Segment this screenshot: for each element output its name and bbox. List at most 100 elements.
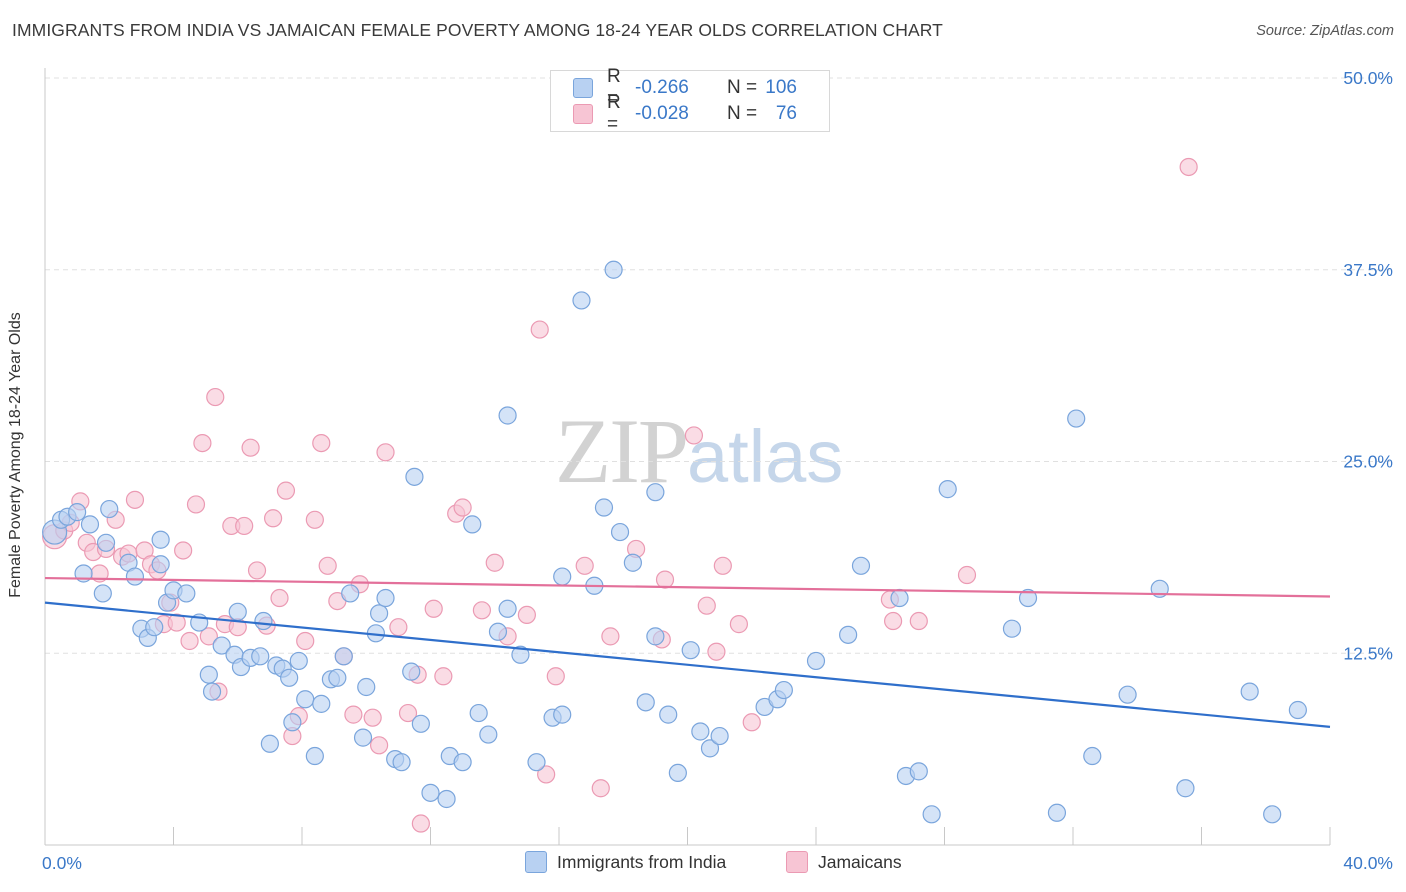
india-point: [1263, 805, 1282, 824]
legend-r-label: R =: [607, 92, 621, 135]
jamaica-point: [174, 541, 193, 560]
india-point: [646, 483, 665, 502]
jamaica-point: [742, 713, 761, 732]
india-point: [469, 703, 488, 723]
india-point: [312, 694, 331, 713]
india-point: [1118, 685, 1137, 704]
legend-row-india: R = -0.266 N = 106: [573, 66, 797, 109]
india-point: [212, 636, 231, 655]
legend-n-value: 106: [765, 77, 797, 98]
india-point: [280, 668, 299, 687]
x-tick-label: 0.0%: [42, 853, 82, 873]
series-swatch-india: [525, 851, 547, 873]
jamaica-point: [713, 556, 732, 575]
jamaica-point: [296, 631, 315, 651]
india-point: [594, 498, 614, 517]
india-point: [938, 480, 957, 499]
series-legend-india: Immigrants from India: [525, 851, 726, 873]
india-point: [376, 588, 395, 608]
india-point: [202, 682, 222, 701]
legend-r-value: -0.028: [635, 103, 689, 124]
jamaica-point: [193, 433, 212, 453]
india-point: [151, 530, 170, 549]
jamaica-point: [180, 631, 199, 651]
jamaica-point: [125, 490, 145, 509]
india-point: [659, 705, 678, 724]
jamaica-point: [389, 618, 408, 637]
y-axis-label: Female Poverty Among 18-24 Year Olds: [7, 312, 24, 598]
india-point: [806, 651, 826, 671]
jamaica-point: [601, 627, 620, 646]
jamaica-point: [530, 320, 549, 339]
jamaica-point: [199, 627, 218, 646]
india-point: [774, 680, 793, 700]
jamaica-point: [575, 556, 594, 575]
series-legend: Immigrants from India Jamaicans: [0, 851, 1406, 877]
india-point: [700, 739, 720, 758]
india-point: [251, 647, 270, 666]
india-point: [125, 567, 145, 586]
india-point: [96, 533, 116, 552]
jamaica-point: [370, 736, 389, 755]
jamaica-point: [655, 570, 675, 589]
india-point: [341, 584, 360, 603]
watermark: ZIPatlas: [555, 398, 843, 504]
jamaica-point: [909, 611, 928, 631]
india-point: [228, 602, 247, 621]
india-point: [646, 627, 665, 646]
series-legend-label: Immigrants from India: [557, 851, 727, 872]
india-point: [357, 677, 376, 697]
jamaica-point: [707, 642, 726, 661]
y-tick-label: 12.5%: [1343, 643, 1393, 663]
india-point: [353, 728, 373, 747]
india-point: [909, 762, 928, 781]
legend-n-value: 76: [775, 103, 797, 124]
india-point: [199, 665, 218, 684]
india-point: [177, 584, 196, 603]
jamaica-point: [453, 498, 472, 517]
jamaica-point: [546, 667, 565, 686]
y-tick-label: 25.0%: [1343, 452, 1393, 472]
india-point: [1176, 779, 1195, 798]
jamaica-point: [186, 495, 206, 514]
jamaica-point: [729, 615, 749, 634]
india-point: [100, 499, 119, 519]
jamaica-point: [376, 443, 395, 462]
india-point: [453, 753, 472, 772]
india-point: [1002, 619, 1022, 638]
jamaica-point: [305, 510, 324, 529]
india-point: [479, 725, 498, 744]
india-point: [681, 641, 700, 660]
india-point: [1288, 700, 1307, 720]
india-point: [1067, 409, 1086, 428]
india-point: [710, 726, 729, 746]
india-point: [260, 734, 279, 753]
jamaica-point: [697, 596, 716, 615]
watermark-atlas: atlas: [687, 415, 844, 498]
india-point: [1240, 682, 1259, 701]
india-point: [1018, 588, 1038, 608]
jamaica-point: [472, 601, 491, 620]
india-point: [511, 645, 530, 664]
jamaica-point: [398, 703, 418, 723]
series-legend-jamaica: Jamaicans: [786, 851, 902, 873]
jamaica-point: [167, 613, 186, 632]
jamaica-point: [424, 599, 443, 618]
india-point: [922, 805, 941, 824]
india-trend-line: [44, 601, 1331, 728]
jamaica-point: [485, 553, 504, 572]
jamaica-point: [957, 565, 977, 585]
india-point: [421, 783, 440, 802]
legend-r-value: -0.266: [635, 77, 689, 98]
india-point: [437, 789, 456, 809]
india-point: [553, 705, 572, 724]
india-point: [405, 467, 424, 486]
india-point: [93, 584, 112, 603]
legend-swatch-jamaica: [573, 104, 593, 124]
jamaica-point: [363, 708, 382, 727]
jamaica-point: [684, 426, 704, 445]
india-point: [1083, 746, 1102, 766]
jamaica-point: [344, 705, 363, 724]
x-tick-label: 40.0%: [1343, 853, 1393, 873]
